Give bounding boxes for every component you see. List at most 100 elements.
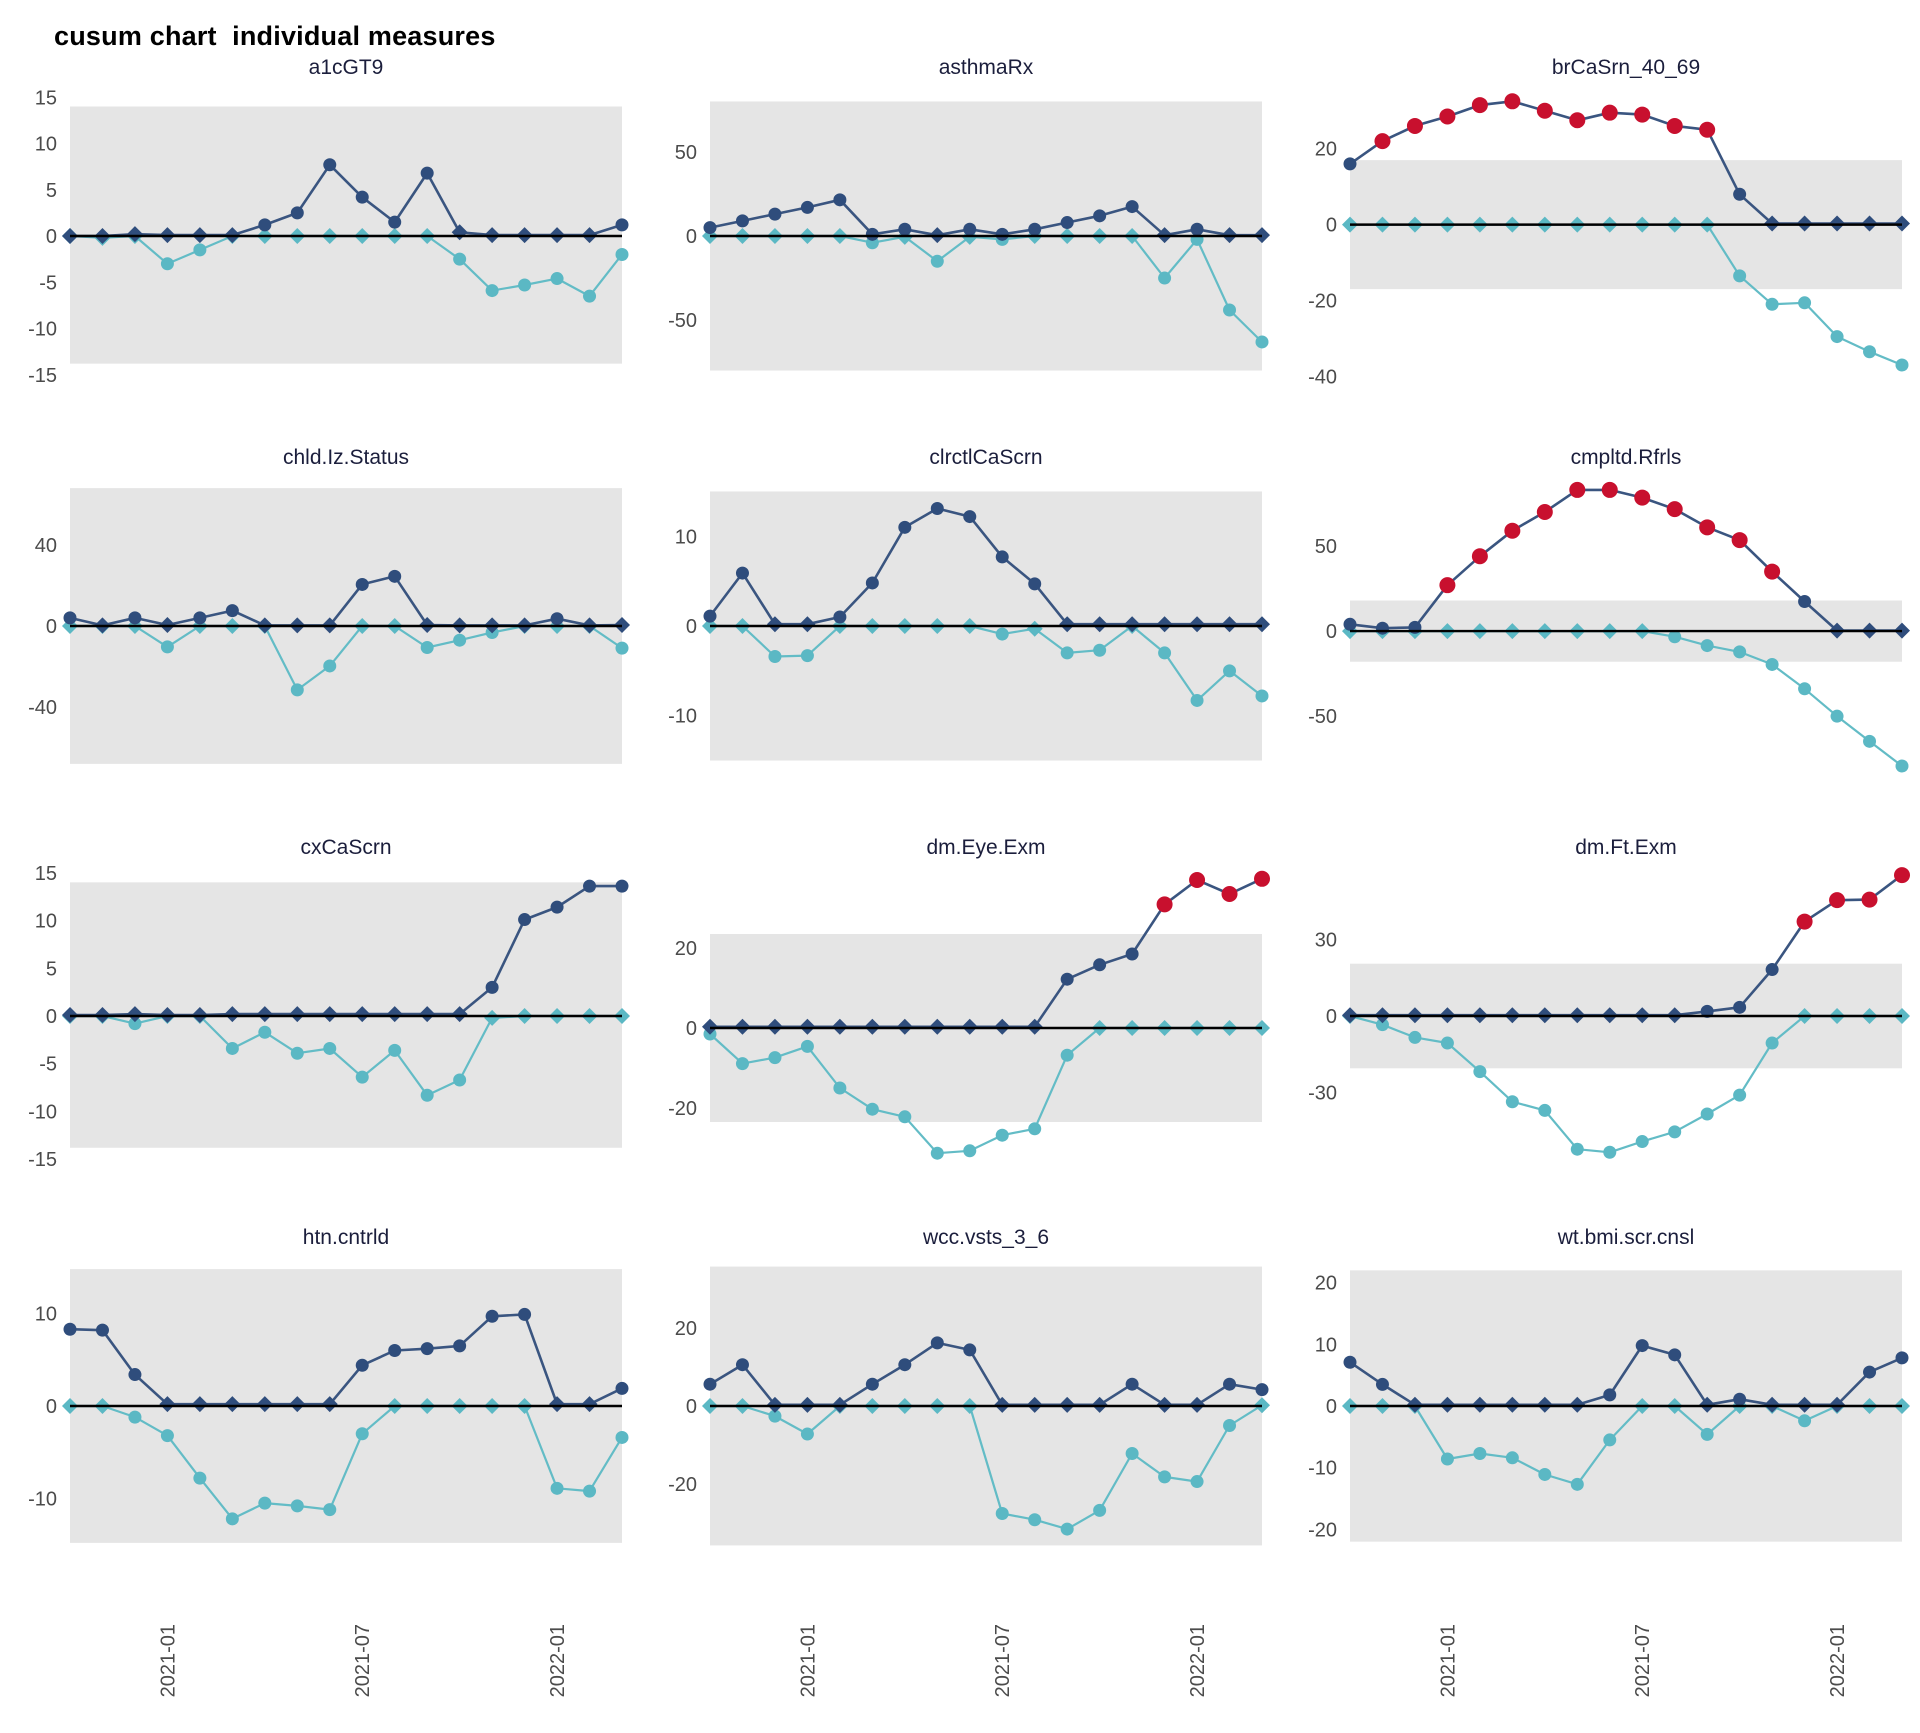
cusum-up-point: [898, 222, 912, 236]
cusum-up-point: [1765, 963, 1779, 977]
cusum-down-point: [1603, 1433, 1617, 1447]
panel-chart-a1cGT9: 15 10 5 0 -5 -10 -15 a1cGT9: [28, 56, 629, 387]
cusum-up-point: [128, 611, 142, 625]
cusum-down-point: [1223, 664, 1237, 678]
cusum-up-point: [1254, 616, 1270, 633]
y-tick-label: 30: [1315, 929, 1337, 951]
facet-grid: 15 10 5 0 -5 -10 -15 a1cGT9 50 0 -50 asthmaRx 20 0 -20…: [0, 52, 1920, 1612]
y-tick-label: 15: [35, 87, 57, 109]
cusum-down-point: [1190, 693, 1204, 707]
y-tick-label: -10: [28, 1489, 57, 1511]
cusum-up-point: [615, 218, 629, 232]
cusum-down-point: [963, 1144, 977, 1158]
cusum-up-point: [388, 1344, 402, 1357]
cusum-up-point: [615, 1381, 629, 1395]
cusum-up-point: [1223, 1377, 1237, 1391]
signal-point: [1569, 112, 1586, 129]
y-tick-label: 15: [35, 863, 57, 885]
cusum-down-point: [995, 1506, 1009, 1520]
y-tick-label: -20: [1308, 1519, 1337, 1541]
cusum-down-point: [1765, 657, 1779, 671]
cusum-down-point: [160, 257, 174, 271]
cusum-down-point: [1538, 1467, 1552, 1481]
cusum-up-point: [420, 166, 434, 180]
cusum-down-point: [485, 284, 499, 298]
cusum-up-point: [1125, 200, 1139, 214]
cusum-down-point: [453, 252, 467, 266]
facet-title: wcc.vsts_3_6: [922, 1226, 1049, 1249]
signal-point: [1189, 872, 1206, 888]
cusum-up-point: [256, 1006, 273, 1023]
cusum-down-point: [1733, 645, 1747, 659]
cusum-down-point: [128, 1410, 142, 1424]
signal-point: [1796, 913, 1813, 930]
signal-point: [1829, 892, 1846, 909]
y-tick-label: 0: [46, 1006, 57, 1028]
signal-point: [1861, 891, 1878, 908]
signal-point: [1439, 577, 1456, 594]
cusum-up-point: [865, 227, 879, 241]
cusum-down-point: [1440, 1036, 1454, 1050]
cusum-down-point: [420, 640, 434, 654]
signal-point: [1601, 481, 1618, 498]
cusum-down-point: [420, 1088, 434, 1102]
cusum-down-point: [484, 1009, 501, 1026]
cusum-up-point: [355, 1358, 369, 1372]
cusum-up-point: [1059, 616, 1076, 633]
cusum-up-point: [898, 520, 912, 534]
cusum-down-point: [1158, 1470, 1172, 1484]
x-tick-label: 2021-07: [1632, 1624, 1654, 1697]
signal-point: [1699, 519, 1716, 536]
panel-clrctlCaScrn: 10 0 -10 clrctlCaScrn: [640, 442, 1280, 832]
cusum-down-point: [898, 1110, 912, 1124]
cusum-down-point: [800, 1039, 814, 1053]
signal-point: [1731, 532, 1748, 549]
cusum-down-point: [355, 1427, 369, 1441]
facet-title: asthmaRx: [939, 56, 1034, 79]
cusum-up-point: [1700, 1004, 1714, 1018]
signal-point: [1439, 108, 1456, 125]
cusum-up-point: [1125, 1377, 1139, 1391]
cusum-up-point: [289, 1006, 306, 1023]
cusum-down-point: [1798, 1414, 1812, 1428]
cusum-up-point: [865, 1377, 879, 1391]
y-tick-label: 0: [46, 1396, 57, 1418]
panel-chart-clrctlCaScrn: 10 0 -10 clrctlCaScrn: [668, 446, 1270, 761]
cusum-down-point: [290, 1499, 304, 1513]
x-tick-label: 2022-01: [1827, 1624, 1849, 1697]
y-tick-label: 0: [686, 616, 697, 638]
cusum-up-point: [1504, 1396, 1521, 1413]
y-tick-label: -40: [1308, 366, 1337, 388]
cusum-up-point: [128, 1368, 142, 1382]
cusum-up-point: [126, 1006, 143, 1023]
cusum-up-point: [1733, 1000, 1747, 1014]
cusum-down-point: [1733, 1088, 1747, 1102]
cusum-down-point: [1733, 269, 1747, 283]
y-tick-label: -10: [28, 1101, 57, 1123]
cusum-up-point: [1060, 972, 1074, 986]
cusum-down-point: [768, 649, 782, 663]
cusum-up-point: [1668, 1348, 1682, 1362]
cusum-up-point: [963, 222, 977, 236]
cusum-down-point: [1895, 759, 1909, 773]
cusum-up-point: [321, 1006, 338, 1023]
cusum-up-point: [159, 1396, 176, 1413]
cusum-up-point: [930, 1336, 944, 1350]
facet-title: clrctlCaScrn: [929, 446, 1042, 469]
cusum-down-point: [1603, 1145, 1617, 1159]
cusum-down-point: [550, 272, 564, 286]
cusum-down-point: [1223, 1418, 1237, 1432]
cusum-down-point: [1375, 1018, 1389, 1032]
cusum-up-point: [1471, 1396, 1488, 1413]
cusum-down-point: [1028, 1513, 1042, 1527]
y-tick-label: -50: [1308, 706, 1337, 728]
y-tick-label: -30: [1308, 1083, 1337, 1105]
y-tick-label: 0: [46, 226, 57, 248]
cusum-up-point: [63, 611, 77, 625]
cusum-up-point: [766, 616, 783, 633]
facet-title: htn.cntrld: [303, 1226, 389, 1249]
cusum-down-point: [1473, 1446, 1487, 1460]
panel-chart-wcc.vsts_3_6: 20 0 -20 wcc.vsts_3_6: [668, 1226, 1270, 1546]
cusum-down-point: [1093, 1503, 1107, 1517]
signal-point: [1536, 102, 1553, 119]
